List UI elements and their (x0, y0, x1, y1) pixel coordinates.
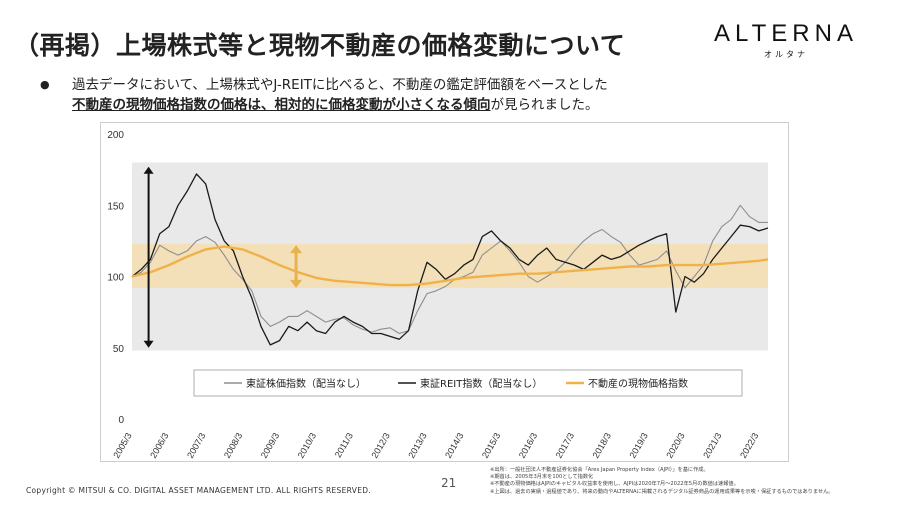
note-line: ※不動産の現物価格はAJPIのキャピタル収益率を使用し、AJPIは2020年7月… (490, 481, 739, 488)
y-tick-label: 50 (113, 344, 125, 355)
bullet-dot-icon: ● (40, 78, 50, 91)
chart-legend (193, 369, 743, 397)
legend-label-1: 東証REIT指数（配当なし） (420, 377, 542, 390)
series-line-0 (131, 204, 768, 335)
series-line-2 (131, 245, 769, 287)
note-line: ※期首は、2005年3月末を100として指数化 (490, 474, 594, 481)
legend-label-0: 東証株価指数（配当なし） (246, 377, 366, 390)
source-notes: ※出所：一般社団法人不動産証券化協会「Ares Japan Property I… (490, 467, 833, 496)
bullet-line-1: 過去データにおいて、上場株式やJ-REITに比べると、不動産の鑑定評価額をベース… (72, 77, 608, 93)
y-tick-label: 150 (107, 201, 124, 212)
copyright-notice: Copyright © MITSUI & CO. DIGITAL ASSET M… (26, 486, 371, 495)
range-arrowhead-bottom-1 (290, 279, 303, 288)
legend-label-2: 不動産の現物価格指数 (588, 377, 688, 390)
y-tick-label: 100 (107, 273, 124, 284)
bullet-line-2: 不動産の現物価格指数の価格は、相対的に価格変動が小さくなる傾向が見られました。 (72, 95, 599, 115)
logo-katakana: オルタナ (764, 50, 808, 59)
y-tick-label: 200 (107, 130, 124, 141)
range-arrowhead-top-1 (290, 245, 303, 254)
note-line: ※上図は、過去の実績・過程値であり、将来の動向やALTERNAに掲載されるデジタ… (490, 488, 834, 495)
bullet-line-2-rest: が見られました。 (490, 97, 599, 113)
bullet-emphasis: 不動産の現物価格指数の価格は、相対的に価格変動が小さくなる傾向 (72, 97, 491, 113)
logo-wordmark: ALTERNA (714, 20, 858, 47)
page-title: （再掲）上場株式等と現物不動産の価格変動について (14, 31, 626, 60)
y-tick-label: 0 (118, 415, 124, 426)
brand-logo: ALTERNA オルタナ (686, 20, 886, 60)
note-line: ※出所：一般社団法人不動産証券化協会「Ares Japan Property I… (490, 467, 709, 473)
range-arrowhead-bottom-0 (143, 340, 154, 348)
series-line-1 (131, 173, 769, 346)
page-number: 21 (441, 476, 457, 490)
range-arrowhead-top-0 (143, 166, 154, 174)
